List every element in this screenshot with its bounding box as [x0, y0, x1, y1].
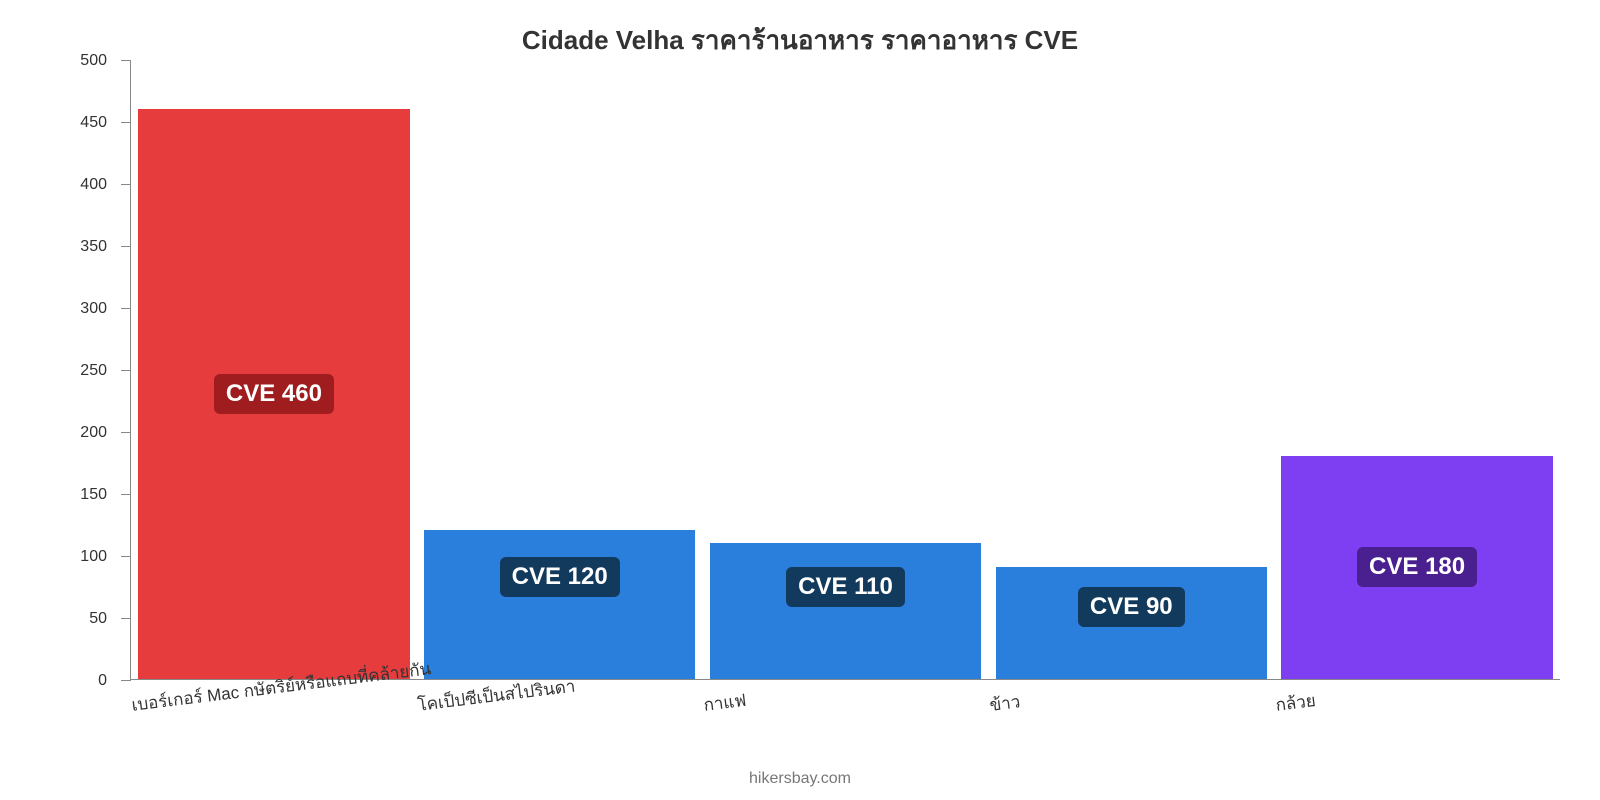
y-tick-label: 150 — [80, 486, 107, 504]
y-tick: 200 — [121, 432, 131, 433]
y-tick: 150 — [121, 494, 131, 495]
value-label-0: CVE 460 — [214, 374, 334, 414]
y-tick: 100 — [121, 556, 131, 557]
footer-credit: hikersbay.com — [0, 770, 1600, 788]
y-tick-label: 0 — [98, 672, 107, 690]
y-tick-label: 350 — [80, 238, 107, 256]
value-label-3: CVE 90 — [1078, 587, 1185, 627]
y-tick: 450 — [121, 122, 131, 123]
chart-container: Cidade Velha ราคาร้านอาหาร ราคาอาหาร CVE… — [0, 0, 1600, 800]
x-label-3: ข้าว — [988, 688, 1022, 719]
bar-1: CVE 120 — [424, 530, 696, 679]
x-label-4: กล้วย — [1274, 687, 1317, 719]
y-tick-label: 200 — [80, 424, 107, 442]
y-tick: 400 — [121, 184, 131, 185]
y-tick: 300 — [121, 308, 131, 309]
x-axis-labels: เบอร์เกอร์ Mac กษัตริย์หรือแถบที่คล้ายกั… — [130, 682, 1560, 742]
y-tick-label: 250 — [80, 362, 107, 380]
y-tick: 500 — [121, 60, 131, 61]
x-label-2: กาแฟ — [702, 687, 748, 719]
y-tick: 250 — [121, 370, 131, 371]
bar-slot: CVE 90 — [988, 60, 1274, 679]
plot-area: CVE 460 CVE 120 CVE 110 CVE 90 C — [130, 60, 1560, 680]
value-label-1: CVE 120 — [500, 557, 620, 597]
x-label-slot: เบอร์เกอร์ Mac กษัตริย์หรือแถบที่คล้ายกั… — [130, 682, 416, 742]
y-tick-label: 50 — [89, 610, 107, 628]
bar-4: CVE 180 — [1281, 456, 1553, 679]
bars-group: CVE 460 CVE 120 CVE 110 CVE 90 C — [131, 60, 1560, 679]
y-tick-label: 300 — [80, 300, 107, 318]
value-label-4: CVE 180 — [1357, 547, 1477, 587]
bar-slot: CVE 110 — [703, 60, 989, 679]
x-label-slot: ข้าว — [988, 682, 1274, 742]
x-label-slot: โคเป็ปซีเป็นสไปรินดา — [416, 682, 702, 742]
y-tick: 350 — [121, 246, 131, 247]
y-tick: 50 — [121, 618, 131, 619]
bar-3: CVE 90 — [996, 567, 1268, 679]
value-label-2: CVE 110 — [786, 567, 905, 607]
bar-0: CVE 460 — [138, 109, 410, 679]
bar-slot: CVE 120 — [417, 60, 703, 679]
y-tick: 0 — [121, 680, 131, 681]
y-tick-label: 450 — [80, 114, 107, 132]
y-tick-label: 100 — [80, 548, 107, 566]
x-label-slot: กาแฟ — [702, 682, 988, 742]
bar-2: CVE 110 — [710, 543, 982, 679]
y-tick-label: 400 — [80, 176, 107, 194]
chart-title: Cidade Velha ราคาร้านอาหาร ราคาอาหาร CVE — [0, 20, 1600, 61]
bar-slot: CVE 460 — [131, 60, 417, 679]
bar-slot: CVE 180 — [1274, 60, 1560, 679]
y-tick-label: 500 — [80, 52, 107, 70]
x-label-slot: กล้วย — [1274, 682, 1560, 742]
